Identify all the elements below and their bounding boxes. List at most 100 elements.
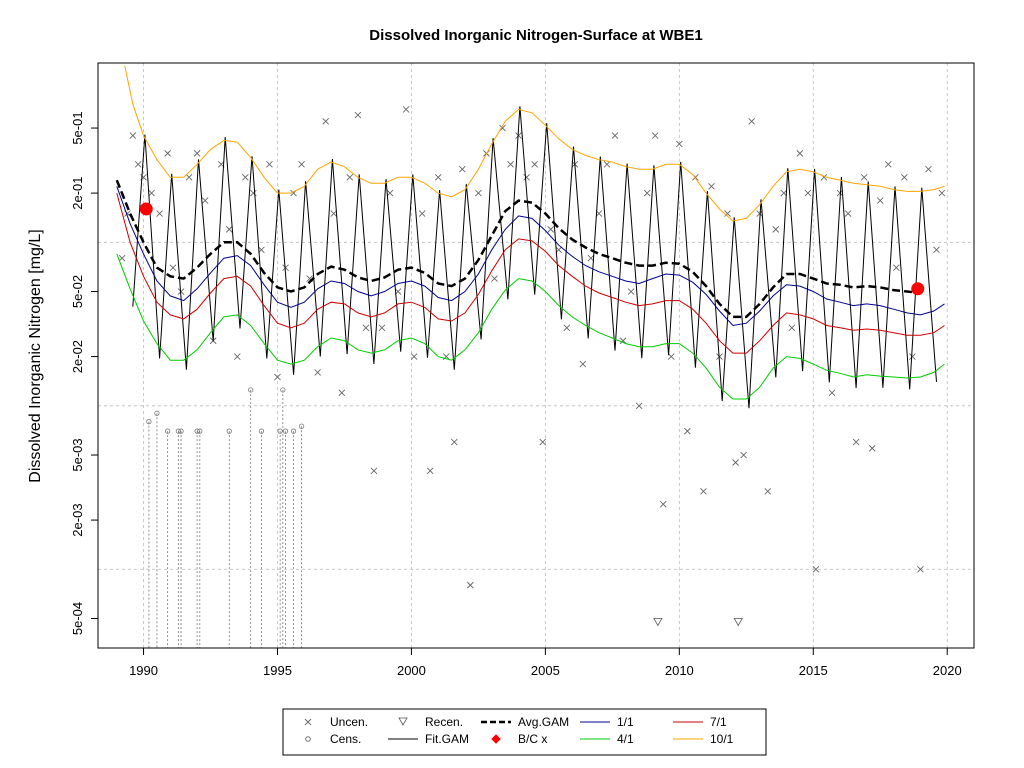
- uncensored-point: [772, 226, 780, 233]
- uncensored-point: [804, 189, 812, 197]
- uncensored-point: [266, 161, 273, 168]
- legend-label: 10/1: [710, 732, 734, 746]
- uncensored-point: [651, 132, 659, 139]
- plot-frame: [97, 62, 975, 649]
- uncensored-point: [547, 226, 555, 233]
- legend-item: 4/1: [580, 732, 634, 746]
- uncensored-point: [164, 150, 171, 157]
- uncensored-point: [434, 173, 442, 181]
- y-tick-label: 5e-04: [70, 602, 85, 635]
- series-line-71: [116, 192, 945, 354]
- uncensored-point: [134, 161, 142, 168]
- uncensored-point: [884, 161, 892, 168]
- uncensored-point: [740, 451, 747, 459]
- uncensored-point: [812, 565, 820, 573]
- uncensored-point: [828, 389, 836, 397]
- legend-label: Cens.: [330, 732, 361, 746]
- y-axis-label: Dissolved Inorganic Nitrogen [mg/L]: [27, 229, 44, 482]
- uncensored-point: [402, 106, 410, 113]
- legend-label: 4/1: [617, 732, 634, 746]
- y-tick-label: 5e-01: [70, 111, 85, 144]
- uncensored-point: [193, 150, 201, 157]
- legend: Uncen. Cens. Recen. Fit.GAM Avg.GAM B/C x 1/1 4…: [282, 708, 767, 756]
- uncensored-point: [876, 197, 884, 204]
- series-line-11: [116, 186, 945, 327]
- recensored-point: [733, 617, 743, 627]
- uncensored-point: [933, 246, 940, 254]
- censored-point: [178, 428, 184, 434]
- x-tick-label: 1990: [129, 663, 158, 678]
- censored-point: [282, 428, 289, 434]
- uncensored-point: [643, 189, 651, 197]
- triangle-down-icon: [398, 717, 408, 726]
- uncensored-point: [354, 111, 362, 119]
- uncensored-point: [169, 264, 177, 271]
- recensored-point: [653, 617, 663, 627]
- uncensored-point: [225, 226, 233, 233]
- legend-item: Fit.GAM: [388, 732, 469, 746]
- uncensored-point: [917, 565, 924, 573]
- uncensored-point: [314, 369, 321, 376]
- uncensored-point: [298, 161, 305, 168]
- legend-item: Cens.: [305, 732, 361, 746]
- uncensored-point: [491, 275, 498, 282]
- y-tick-label: 2e-03: [70, 503, 85, 536]
- censored-point: [197, 428, 203, 434]
- y-tick-label: 5e-03: [70, 438, 85, 471]
- uncensored-point: [901, 173, 908, 181]
- uncensored-point: [338, 389, 346, 397]
- uncensored-point: [938, 189, 946, 197]
- censored-point: [298, 423, 305, 429]
- uncensored-point: [177, 288, 185, 295]
- censored-point: [175, 428, 181, 434]
- uncensored-point: [233, 353, 241, 360]
- legend-label: Recen.: [425, 715, 463, 729]
- censored-point: [277, 428, 283, 434]
- uncensored-point: [611, 132, 619, 139]
- uncensored-point: [459, 165, 466, 173]
- series-line-avggam: [115, 179, 921, 319]
- uncensored-point: [796, 150, 804, 157]
- uncensored-point: [386, 189, 394, 197]
- uncensored-point: [523, 173, 530, 181]
- fit-gam-line: [132, 106, 937, 409]
- bc-point: [911, 282, 925, 296]
- plot-area: [115, 65, 946, 648]
- chart-title: Dissolved Inorganic Nitrogen-Surface at …: [369, 27, 702, 44]
- uncensored-point: [346, 173, 354, 181]
- uncensored-point: [868, 444, 876, 452]
- grid-lines: [98, 63, 974, 648]
- uncensored-point: [925, 165, 932, 173]
- series-line-41: [116, 253, 945, 400]
- uncensored-point: [322, 117, 330, 125]
- diamond-icon: [491, 734, 501, 744]
- legend-item: 7/1: [673, 715, 727, 729]
- censored-point: [258, 428, 265, 434]
- uncensored-point: [362, 324, 370, 332]
- uncensored-point: [852, 438, 860, 446]
- x-tick-label: 2010: [665, 663, 694, 678]
- legend-item: 1/1: [580, 715, 634, 729]
- x-tick-label: 1995: [263, 663, 292, 678]
- uncensored-point: [185, 173, 193, 181]
- legend-label: Uncen.: [330, 715, 368, 729]
- censored-point: [248, 387, 254, 393]
- censored-point: [165, 428, 171, 434]
- uncensored-point: [748, 117, 755, 125]
- uncensored-point: [450, 438, 458, 446]
- uncensored-point: [579, 360, 587, 368]
- uncensored-point: [844, 210, 852, 217]
- uncensored-point: [426, 467, 434, 475]
- uncensored-point: [684, 427, 691, 435]
- legend-label: Fit.GAM: [425, 732, 469, 746]
- uncensored-point: [410, 353, 418, 360]
- uncensored-point: [667, 353, 675, 360]
- uncensored-point: [892, 264, 900, 271]
- uncensored-point: [250, 189, 257, 197]
- x-tick-label: 2000: [397, 663, 426, 678]
- censored-point: [226, 428, 232, 434]
- cross-icon: [304, 718, 312, 726]
- y-tick-label: 2e-02: [70, 340, 85, 373]
- axes: 1990 1995 2000 2005 2010 2015 2020 5e-04 2e-03 5e…: [70, 111, 962, 678]
